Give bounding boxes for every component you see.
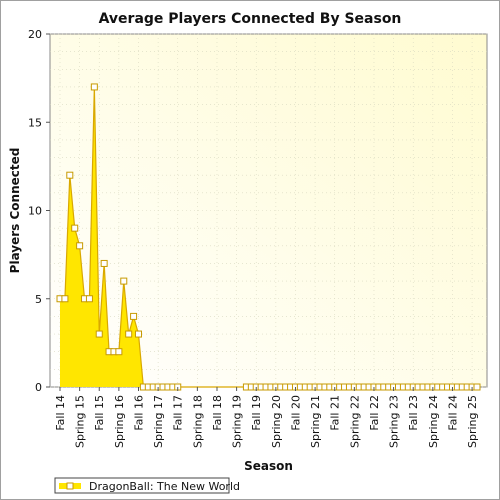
x-tick-label: Fall 22: [368, 395, 381, 431]
data-point: [61, 295, 69, 303]
x-axis-title: Season: [244, 459, 293, 473]
x-tick-label: Fall 15: [93, 395, 106, 431]
y-axis-title: Players Connected: [8, 148, 22, 274]
x-tick-label: Spring 17: [152, 395, 165, 448]
x-tick-label: Spring 22: [348, 395, 361, 448]
data-point: [100, 259, 108, 267]
data-point: [134, 330, 142, 338]
x-tick-label: Fall 16: [132, 395, 145, 431]
x-tick-label: Spring 21: [309, 395, 322, 448]
data-point: [76, 242, 84, 250]
data-point: [473, 383, 481, 391]
x-tick-label: Spring 15: [74, 395, 87, 448]
x-tick-label: Fall 24: [446, 395, 459, 431]
y-tick-label: 20: [28, 28, 42, 41]
legend: DragonBall: The New World: [54, 477, 240, 494]
x-tick-label: Spring 25: [466, 395, 479, 448]
legend-label: DragonBall: The New World: [89, 480, 240, 493]
data-point: [115, 348, 123, 356]
y-tick-label: 15: [28, 116, 42, 129]
legend-marker: [66, 482, 74, 490]
x-tick-label: Fall 23: [407, 395, 420, 431]
data-point: [66, 171, 74, 179]
y-tick-label: 10: [28, 205, 42, 218]
x-tick-label: Spring 20: [270, 395, 283, 448]
data-point: [95, 330, 103, 338]
x-tick-label: Fall 20: [289, 395, 302, 431]
data-point: [90, 83, 98, 91]
plot-area: [49, 33, 488, 388]
x-tick-label: Spring 19: [231, 395, 244, 448]
x-tick-label: Fall 14: [54, 395, 67, 431]
y-tick-label: 5: [35, 293, 42, 306]
x-tick-label: Fall 17: [172, 395, 185, 431]
x-tick-label: Fall 18: [211, 395, 224, 431]
x-tick-label: Spring 16: [113, 395, 126, 448]
legend-box: [54, 477, 230, 494]
chart-title: Average Players Connected By Season: [99, 11, 402, 27]
x-tick-label: Spring 23: [388, 395, 401, 448]
x-tick-label: Fall 21: [329, 395, 342, 431]
y-axis-ticks: 0 5 10 15 20: [28, 28, 50, 394]
x-axis-ticks: Fall 14 Spring 15 Fall 15 Spring 16 Fall 16 S…: [54, 387, 479, 448]
data-point: [130, 312, 138, 320]
x-tick-label: Spring 18: [191, 395, 204, 448]
data-point: [120, 277, 128, 285]
x-tick-label: Fall 19: [250, 395, 263, 431]
data-point: [85, 295, 93, 303]
y-tick-label: 0: [35, 381, 42, 394]
data-point: [71, 224, 79, 232]
data-point: [125, 330, 133, 338]
x-tick-label: Spring 24: [427, 395, 440, 448]
grid: [50, 33, 487, 388]
series-area-fill: [60, 86, 477, 387]
